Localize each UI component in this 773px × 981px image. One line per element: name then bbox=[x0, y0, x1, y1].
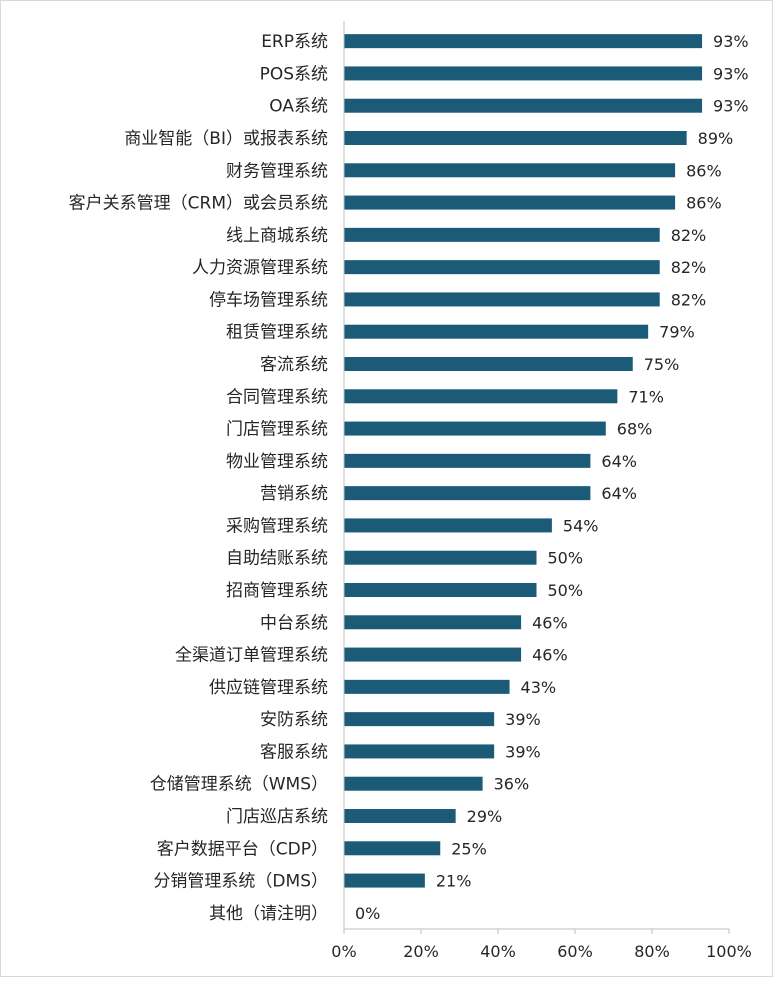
category-label-4: 财务管理系统 bbox=[226, 161, 328, 181]
bar-12 bbox=[344, 421, 606, 436]
value-label-19: 46% bbox=[532, 646, 568, 665]
category-label-3: 商业智能（BI）或报表系统 bbox=[124, 129, 328, 149]
value-label-21: 39% bbox=[505, 710, 541, 729]
bar-3 bbox=[344, 131, 687, 145]
bar-10 bbox=[344, 357, 633, 371]
category-label-1: POS系统 bbox=[260, 64, 328, 84]
value-label-13: 64% bbox=[601, 452, 637, 471]
category-label-25: 客户数据平台（CDP） bbox=[157, 839, 328, 859]
value-label-7: 82% bbox=[671, 258, 707, 277]
category-label-16: 自助结账系统 bbox=[226, 549, 328, 569]
value-label-23: 36% bbox=[494, 775, 530, 794]
x-tick-label-0: 0% bbox=[331, 942, 356, 961]
value-label-22: 39% bbox=[505, 742, 541, 761]
category-label-21: 安防系统 bbox=[260, 710, 328, 730]
bar-24 bbox=[344, 809, 456, 823]
bar-2 bbox=[344, 98, 703, 113]
category-label-22: 客服系统 bbox=[260, 742, 328, 762]
value-label-14: 64% bbox=[601, 484, 637, 503]
category-label-19: 全渠道订单管理系统 bbox=[175, 646, 328, 666]
value-label-12: 68% bbox=[617, 420, 653, 439]
bar-25 bbox=[344, 841, 441, 856]
category-label-6: 线上商城系统 bbox=[226, 226, 328, 246]
value-label-20: 43% bbox=[521, 678, 557, 697]
bar-13 bbox=[344, 453, 591, 468]
bar-18 bbox=[344, 615, 522, 630]
value-label-4: 86% bbox=[686, 161, 722, 180]
bar-16 bbox=[344, 550, 537, 565]
bar-21 bbox=[344, 712, 495, 727]
bar-20 bbox=[344, 679, 510, 694]
value-label-0: 93% bbox=[713, 32, 749, 51]
axes-group bbox=[343, 21, 730, 934]
bar-9 bbox=[344, 324, 649, 339]
value-label-25: 25% bbox=[451, 839, 487, 858]
value-label-26: 21% bbox=[436, 872, 472, 891]
bar-1 bbox=[344, 66, 703, 81]
bar-22 bbox=[344, 744, 495, 759]
value-label-15: 54% bbox=[563, 516, 599, 535]
value-label-6: 82% bbox=[671, 226, 707, 245]
bar-6 bbox=[344, 227, 660, 242]
x-tick-label-1: 20% bbox=[403, 942, 439, 961]
category-label-26: 分销管理系统（DMS） bbox=[153, 872, 328, 892]
category-label-12: 门店管理系统 bbox=[226, 420, 328, 440]
category-label-17: 招商管理系统 bbox=[226, 581, 328, 601]
x-tick-label-3: 60% bbox=[557, 942, 593, 961]
category-label-27: 其他（请注明） bbox=[209, 904, 328, 924]
bar-23 bbox=[344, 776, 483, 791]
category-label-24: 门店巡店系统 bbox=[226, 807, 328, 827]
bar-26 bbox=[344, 873, 425, 888]
category-label-7: 人力资源管理系统 bbox=[192, 258, 328, 278]
value-label-11: 71% bbox=[628, 387, 664, 406]
bar-15 bbox=[344, 518, 552, 533]
value-label-27: 0% bbox=[355, 904, 380, 923]
value-label-1: 93% bbox=[713, 64, 749, 83]
value-label-3: 89% bbox=[698, 129, 734, 148]
category-label-5: 客户关系管理（CRM）或会员系统 bbox=[69, 194, 328, 214]
bar-7 bbox=[344, 260, 660, 275]
x-tick-label-5: 100% bbox=[706, 942, 752, 961]
category-label-11: 合同管理系统 bbox=[226, 387, 328, 407]
value-label-24: 29% bbox=[467, 807, 503, 826]
bar-4 bbox=[344, 163, 676, 178]
category-labels-group: ERP系统 POS系统 OA系统商业智能（BI）或报表系统财务管理系统客户关系管理（… bbox=[69, 32, 328, 924]
category-label-9: 租赁管理系统 bbox=[226, 323, 328, 343]
value-label-10: 75% bbox=[644, 355, 680, 374]
value-label-2: 93% bbox=[713, 97, 749, 116]
bar-11 bbox=[344, 389, 618, 404]
bar-8 bbox=[344, 292, 660, 307]
bar-0 bbox=[344, 34, 703, 49]
category-label-14: 营销系统 bbox=[260, 484, 328, 504]
value-label-18: 46% bbox=[532, 613, 568, 632]
value-label-16: 50% bbox=[548, 549, 584, 568]
tick-labels-group: 0% 20% 40% 60% 80% 100% bbox=[331, 942, 752, 961]
x-tick-label-4: 80% bbox=[634, 942, 670, 961]
value-label-5: 86% bbox=[686, 194, 722, 213]
category-label-23: 仓储管理系统（WMS） bbox=[150, 775, 328, 795]
category-label-2: OA系统 bbox=[269, 97, 328, 117]
bars-group bbox=[344, 34, 703, 888]
category-label-13: 物业管理系统 bbox=[226, 452, 328, 472]
category-label-18: 中台系统 bbox=[260, 613, 328, 633]
bar-17 bbox=[344, 583, 537, 597]
bar-19 bbox=[344, 647, 522, 662]
bar-5 bbox=[344, 195, 676, 210]
category-label-20: 供应链管理系统 bbox=[209, 678, 328, 698]
value-label-17: 50% bbox=[548, 581, 584, 600]
value-label-8: 82% bbox=[671, 290, 707, 309]
bar-14 bbox=[344, 486, 591, 501]
category-label-0: ERP系统 bbox=[261, 32, 328, 52]
category-label-10: 客流系统 bbox=[260, 355, 328, 375]
category-label-15: 采购管理系统 bbox=[226, 516, 328, 536]
value-labels-group: 93% 93% 93% 89% 86% 86% 82% 82% 82% 79% 75% 71% 68% 6… bbox=[355, 32, 749, 923]
x-tick-label-2: 40% bbox=[480, 942, 516, 961]
value-label-9: 79% bbox=[659, 323, 695, 342]
category-label-8: 停车场管理系统 bbox=[209, 290, 328, 310]
